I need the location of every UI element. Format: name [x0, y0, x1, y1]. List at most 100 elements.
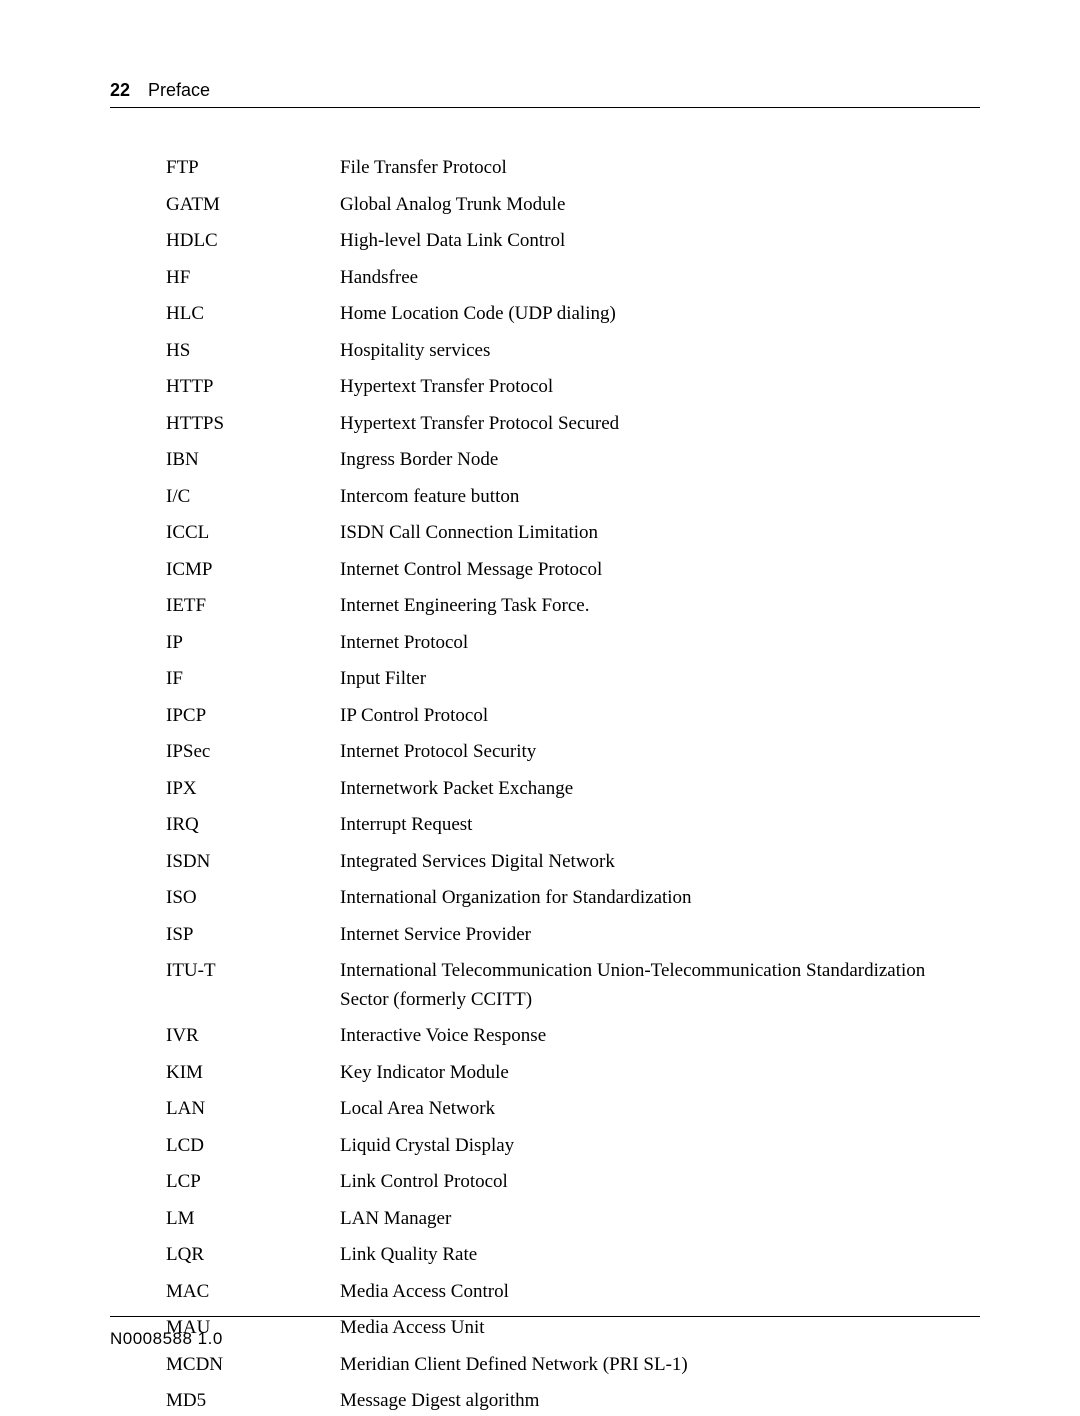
glossary-definition: File Transfer Protocol — [340, 154, 980, 183]
glossary-row: IPInternet Protocol — [166, 629, 980, 658]
glossary-row: LANLocal Area Network — [166, 1095, 980, 1124]
glossary-term: IPCP — [166, 702, 340, 731]
glossary-definition: Hospitality services — [340, 337, 980, 366]
glossary-definition: Hypertext Transfer Protocol Secured — [340, 410, 980, 439]
glossary-definition: Local Area Network — [340, 1095, 980, 1124]
glossary-row: IPCPIP Control Protocol — [166, 702, 980, 731]
section-title: Preface — [148, 80, 210, 101]
footer-doc-id: N0008588 1.0 — [110, 1329, 223, 1349]
glossary-row: IPXInternetwork Packet Exchange — [166, 775, 980, 804]
glossary-row: LMLAN Manager — [166, 1205, 980, 1234]
glossary-definition: Internet Service Provider — [340, 921, 980, 950]
glossary-definition: Ingress Border Node — [340, 446, 980, 475]
glossary-term: ISO — [166, 884, 340, 913]
glossary-definition: ISDN Call Connection Limitation — [340, 519, 980, 548]
glossary-row: IPSecInternet Protocol Security — [166, 738, 980, 767]
glossary-row: IRQInterrupt Request — [166, 811, 980, 840]
glossary-definition: Key Indicator Module — [340, 1059, 980, 1088]
glossary-definition: International Telecommunication Union-Te… — [340, 957, 980, 1014]
glossary-term: HTTPS — [166, 410, 340, 439]
glossary-row: HLCHome Location Code (UDP dialing) — [166, 300, 980, 329]
glossary-term: GATM — [166, 191, 340, 220]
glossary-term: IP — [166, 629, 340, 658]
glossary-term: FTP — [166, 154, 340, 183]
glossary-term: IRQ — [166, 811, 340, 840]
glossary-definition: Internet Engineering Task Force. — [340, 592, 980, 621]
glossary-definition: International Organization for Standardi… — [340, 884, 980, 913]
glossary-definition: LAN Manager — [340, 1205, 980, 1234]
glossary-term: MCDN — [166, 1351, 340, 1380]
glossary-definition: High-level Data Link Control — [340, 227, 980, 256]
footer-rule — [110, 1316, 980, 1317]
glossary-term: HTTP — [166, 373, 340, 402]
glossary-row: HTTPHypertext Transfer Protocol — [166, 373, 980, 402]
glossary-row: IFInput Filter — [166, 665, 980, 694]
glossary-row: MAUMedia Access Unit — [166, 1314, 980, 1343]
glossary-definition: Media Access Control — [340, 1278, 980, 1307]
glossary-list: FTPFile Transfer Protocol GATMGlobal Ana… — [166, 154, 980, 1416]
glossary-definition: Liquid Crystal Display — [340, 1132, 980, 1161]
glossary-row: ITU-TInternational Telecommunication Uni… — [166, 957, 980, 1014]
glossary-definition: Internet Protocol — [340, 629, 980, 658]
glossary-definition: Integrated Services Digital Network — [340, 848, 980, 877]
glossary-row: MCDNMeridian Client Defined Network (PRI… — [166, 1351, 980, 1380]
glossary-term: I/C — [166, 483, 340, 512]
glossary-term: LM — [166, 1205, 340, 1234]
glossary-term: LCP — [166, 1168, 340, 1197]
glossary-term: MD5 — [166, 1387, 340, 1416]
page-number: 22 — [110, 80, 130, 101]
glossary-term: ITU-T — [166, 957, 340, 986]
glossary-row: MD5Message Digest algorithm — [166, 1387, 980, 1416]
glossary-definition: Interrupt Request — [340, 811, 980, 840]
glossary-row: IBNIngress Border Node — [166, 446, 980, 475]
glossary-row: LQRLink Quality Rate — [166, 1241, 980, 1270]
glossary-term: IETF — [166, 592, 340, 621]
glossary-row: LCPLink Control Protocol — [166, 1168, 980, 1197]
glossary-definition: Input Filter — [340, 665, 980, 694]
glossary-definition: Message Digest algorithm — [340, 1387, 980, 1416]
glossary-term: LAN — [166, 1095, 340, 1124]
glossary-row: HDLCHigh-level Data Link Control — [166, 227, 980, 256]
glossary-definition: Internetwork Packet Exchange — [340, 775, 980, 804]
glossary-term: IPSec — [166, 738, 340, 767]
glossary-row: ICMPInternet Control Message Protocol — [166, 556, 980, 585]
glossary-term: ICCL — [166, 519, 340, 548]
glossary-row: I/CIntercom feature button — [166, 483, 980, 512]
glossary-definition: Interactive Voice Response — [340, 1022, 980, 1051]
glossary-term: LCD — [166, 1132, 340, 1161]
glossary-definition: Internet Control Message Protocol — [340, 556, 980, 585]
glossary-term: HF — [166, 264, 340, 293]
glossary-term: ISP — [166, 921, 340, 950]
glossary-term: IPX — [166, 775, 340, 804]
glossary-definition: Global Analog Trunk Module — [340, 191, 980, 220]
glossary-row: IETFInternet Engineering Task Force. — [166, 592, 980, 621]
glossary-row: HTTPSHypertext Transfer Protocol Secured — [166, 410, 980, 439]
glossary-row: MACMedia Access Control — [166, 1278, 980, 1307]
glossary-term: HS — [166, 337, 340, 366]
glossary-definition: Intercom feature button — [340, 483, 980, 512]
glossary-definition: Handsfree — [340, 264, 980, 293]
glossary-row: FTPFile Transfer Protocol — [166, 154, 980, 183]
glossary-definition: Media Access Unit — [340, 1314, 980, 1343]
glossary-definition: Home Location Code (UDP dialing) — [340, 300, 980, 329]
glossary-row: ISOInternational Organization for Standa… — [166, 884, 980, 913]
glossary-definition: Link Control Protocol — [340, 1168, 980, 1197]
glossary-row: GATMGlobal Analog Trunk Module — [166, 191, 980, 220]
glossary-term: IVR — [166, 1022, 340, 1051]
glossary-definition: Hypertext Transfer Protocol — [340, 373, 980, 402]
page: 22 Preface FTPFile Transfer Protocol GAT… — [0, 0, 1080, 1397]
glossary-row: ISDNIntegrated Services Digital Network — [166, 848, 980, 877]
glossary-definition: IP Control Protocol — [340, 702, 980, 731]
glossary-definition: Meridian Client Defined Network (PRI SL-… — [340, 1351, 980, 1380]
glossary-row: ICCLISDN Call Connection Limitation — [166, 519, 980, 548]
glossary-definition: Internet Protocol Security — [340, 738, 980, 767]
glossary-row: HFHandsfree — [166, 264, 980, 293]
glossary-term: HDLC — [166, 227, 340, 256]
glossary-row: ISPInternet Service Provider — [166, 921, 980, 950]
glossary-term: IBN — [166, 446, 340, 475]
glossary-term: ICMP — [166, 556, 340, 585]
glossary-row: KIMKey Indicator Module — [166, 1059, 980, 1088]
glossary-term: IF — [166, 665, 340, 694]
glossary-term: MAC — [166, 1278, 340, 1307]
glossary-row: HSHospitality services — [166, 337, 980, 366]
